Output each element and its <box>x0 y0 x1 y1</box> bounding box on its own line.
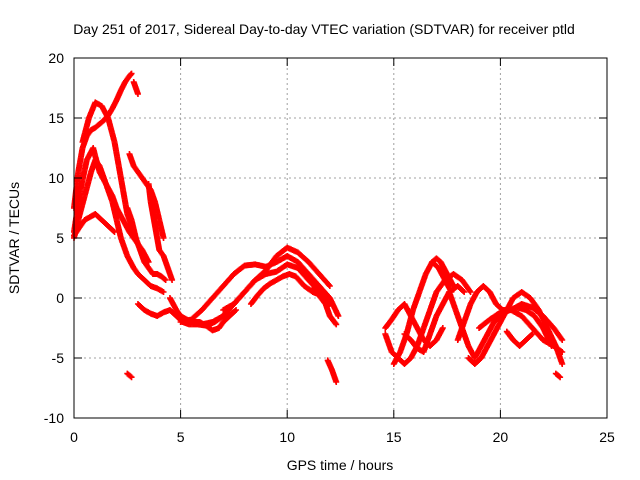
data-point <box>556 373 563 380</box>
x-tick-label: 15 <box>386 429 402 445</box>
series-arc-28 <box>503 328 536 349</box>
data-point <box>111 229 118 235</box>
data-point <box>467 289 474 295</box>
data-point <box>461 289 468 295</box>
data-point <box>557 374 564 381</box>
data-point <box>335 313 342 319</box>
data-point <box>529 331 536 337</box>
data-point <box>325 281 332 288</box>
series-arc-8 <box>145 181 176 283</box>
data-point <box>450 283 457 289</box>
data-point <box>128 374 135 381</box>
data-point <box>128 70 135 77</box>
y-tick-label: -5 <box>52 350 65 366</box>
data-point <box>528 332 535 338</box>
series-arc-14 <box>220 261 333 313</box>
series-arc-18 <box>124 370 135 381</box>
series-arc-27 <box>476 307 566 355</box>
data-point <box>333 379 340 385</box>
data-point <box>333 321 340 328</box>
data-point <box>231 308 238 314</box>
series-arc-2 <box>130 79 141 97</box>
data-point <box>559 337 566 343</box>
data-points <box>71 70 566 385</box>
data-point <box>127 373 134 380</box>
data-point <box>162 277 169 283</box>
series-arc-23 <box>429 255 457 289</box>
data-point <box>559 349 566 355</box>
data-point <box>160 235 167 241</box>
series-arc-17 <box>324 357 340 385</box>
series-arc-13 <box>188 244 333 328</box>
y-tick-label: 15 <box>48 110 64 126</box>
y-axis-label: SDTVAR / TECUs <box>6 182 22 294</box>
x-tick-label: 25 <box>599 429 615 445</box>
x-axis-label: GPS time / hours <box>287 457 394 473</box>
series-arc-5 <box>71 211 118 239</box>
grid-lines <box>74 58 607 418</box>
series-arc-29 <box>552 370 564 381</box>
series-arc-4 <box>71 157 167 295</box>
series-arc-26 <box>465 289 566 367</box>
y-tick-label: 10 <box>48 170 64 186</box>
x-tick-label: 0 <box>70 429 78 445</box>
chart-title: Day 251 of 2017, Sidereal Day-to-day VTE… <box>73 21 575 37</box>
data-point <box>134 91 141 97</box>
y-tick-label: -10 <box>44 410 64 426</box>
data-point <box>326 283 333 289</box>
data-point <box>169 277 176 283</box>
data-point <box>160 289 167 295</box>
data-point <box>460 288 467 294</box>
x-tick-label: 20 <box>493 429 509 445</box>
x-tick-label: 5 <box>177 429 185 445</box>
data-point <box>559 361 566 367</box>
series-arc-9 <box>124 205 169 283</box>
y-tick-label: 20 <box>48 50 64 66</box>
axis-ticks: 0 5 10 15 20 25 -10 -5 0 5 10 15 20 <box>44 50 615 445</box>
data-point <box>110 228 117 234</box>
series-arc-16 <box>309 285 340 328</box>
series-arc-22 <box>401 283 468 355</box>
data-point <box>439 325 446 331</box>
y-tick-label: 5 <box>56 230 64 246</box>
data-point <box>161 276 168 283</box>
y-tick-label: 0 <box>56 290 64 306</box>
data-point <box>233 307 240 313</box>
x-tick-label: 10 <box>279 429 295 445</box>
